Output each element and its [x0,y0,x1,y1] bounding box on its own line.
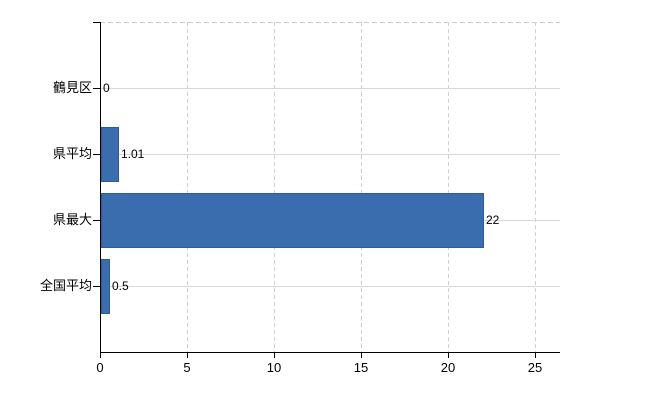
y-tick-1 [93,154,100,155]
category-label-3: 全国平均 [39,278,92,293]
x-axis-line [100,352,560,353]
x-tick-3 [361,352,362,358]
bar-3 [101,259,110,314]
bar-2 [101,193,484,248]
gridline-horizontal [100,286,560,287]
value-label-2: 22 [486,213,500,227]
bar-1 [101,127,119,182]
x-tick-label-3: 15 [353,360,369,375]
y-axis-line [100,22,101,352]
gridline-horizontal [100,154,560,155]
x-tick-0 [100,352,101,358]
plot-top-border-line [100,22,560,23]
gridline-vertical [448,22,449,352]
x-tick-5 [535,352,536,358]
y-tick-0 [93,88,100,89]
y-axis-end-tick [93,22,100,23]
gridline-vertical [361,22,362,352]
x-tick-label-2: 10 [266,360,282,375]
x-tick-4 [448,352,449,358]
gridline-horizontal [100,88,560,89]
category-label-1: 県平均 [52,146,92,161]
value-label-3: 0.5 [112,279,129,293]
value-label-0: 0 [103,81,110,95]
x-tick-1 [187,352,188,358]
value-label-1: 1.01 [121,147,145,161]
y-tick-3 [93,286,100,287]
x-tick-label-1: 5 [183,360,191,375]
x-tick-label-0: 0 [96,360,104,375]
x-tick-label-4: 20 [440,360,456,375]
gridline-vertical [274,22,275,352]
x-tick-label-5: 25 [527,360,543,375]
category-label-0: 鶴見区 [52,80,92,95]
gridline-vertical [535,22,536,352]
category-label-2: 県最大 [52,212,92,227]
x-tick-2 [274,352,275,358]
y-tick-2 [93,220,100,221]
gridline-vertical [187,22,188,352]
